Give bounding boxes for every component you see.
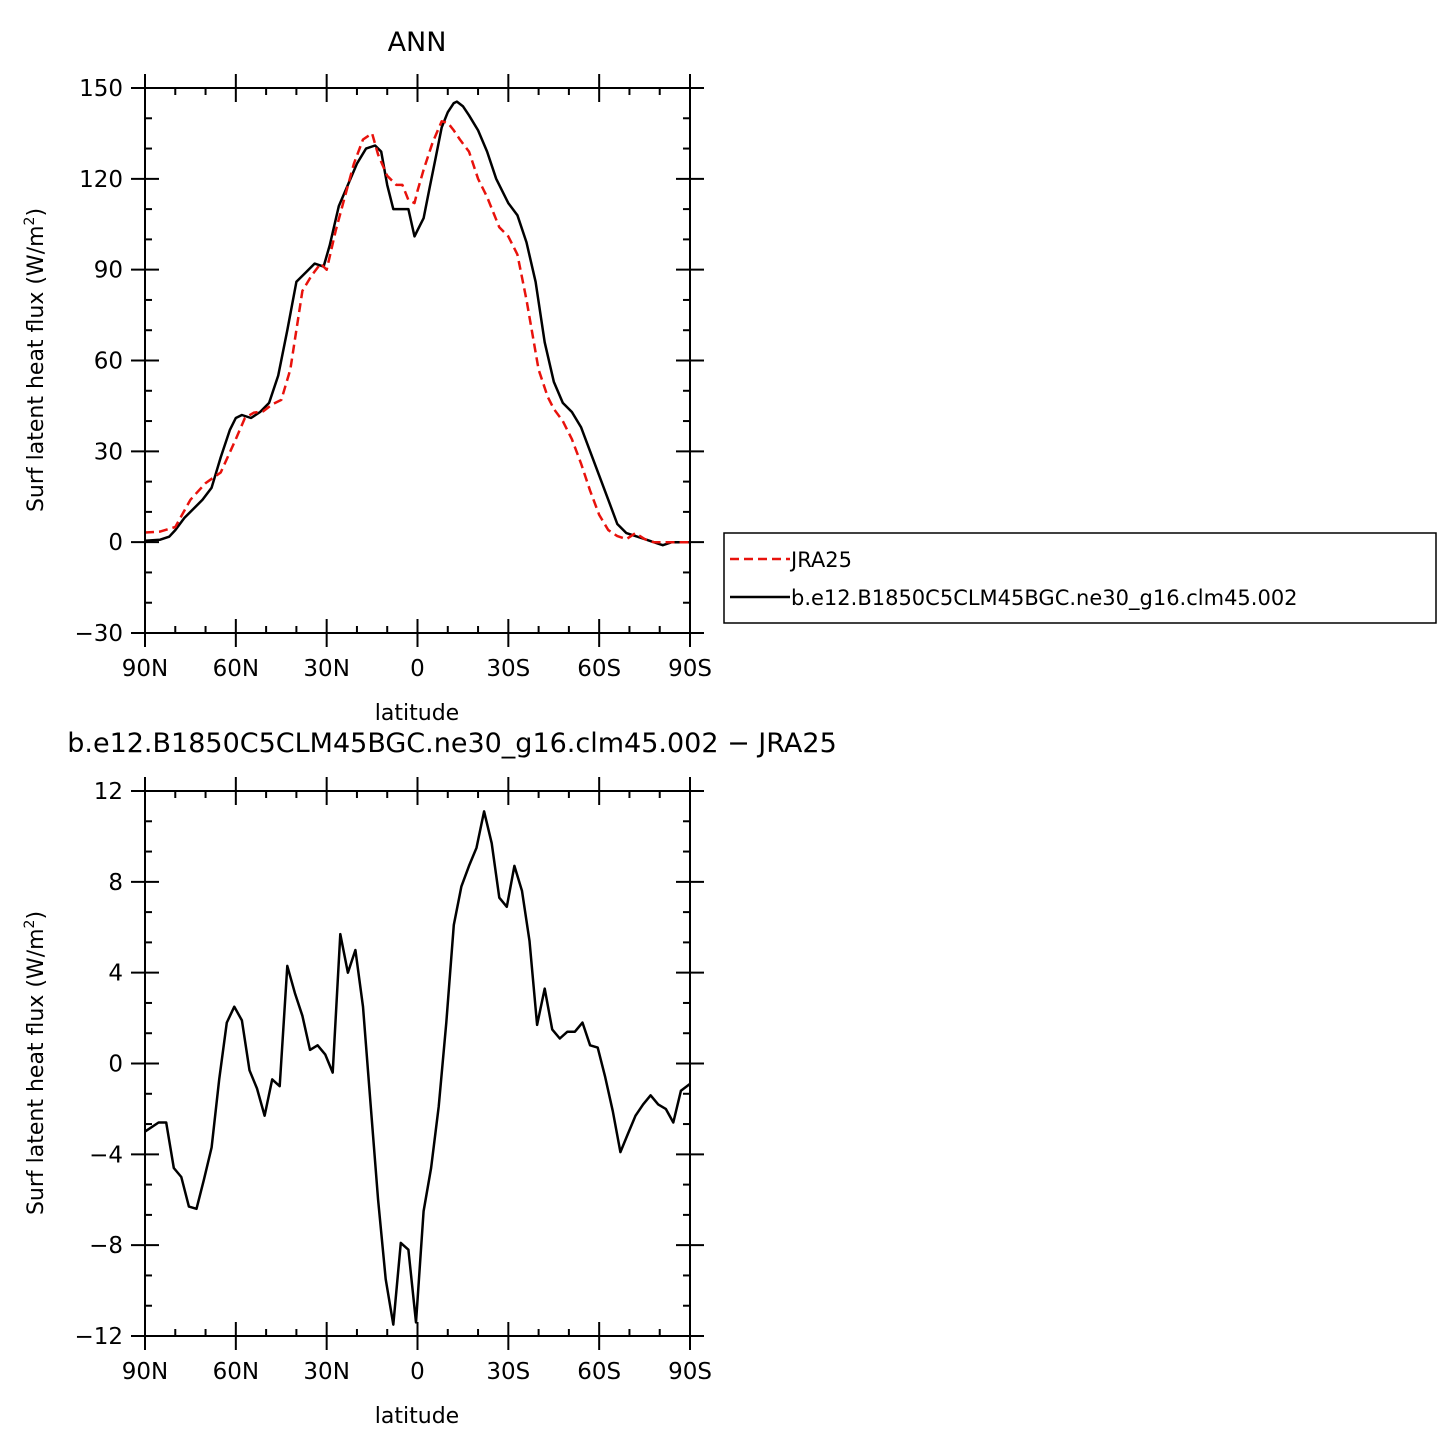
series-line-model <box>144 100 690 547</box>
y-tick-label: 4 <box>108 961 123 987</box>
y-axis-label: Surf latent heat flux (W/m2) <box>22 208 49 512</box>
chart-title: ANN <box>388 27 447 58</box>
x-tick-label: 60N <box>213 1359 259 1385</box>
x-tick-label: 90S <box>668 656 712 682</box>
y-axis-label: Surf latent heat flux (W/m2) <box>22 911 49 1215</box>
y-tick-label: 12 <box>94 779 123 805</box>
y-tick-label: 30 <box>94 439 123 465</box>
y-tick-label: 8 <box>108 870 123 896</box>
tick-labels: 90N 60N 30N 0 30S 60S 90S −12 −8 −4 0 4 8 12 <box>74 779 711 1385</box>
legend-entry-model: b.e12.B1850C5CLM45BGC.ne30_g16.clm45.002 <box>791 586 1298 611</box>
y-tick-label: 60 <box>94 349 123 375</box>
legend-box <box>723 532 1437 624</box>
x-tick-label: 0 <box>410 1359 425 1385</box>
x-tick-label: 60N <box>213 656 259 682</box>
x-tick-label: 60S <box>577 1359 621 1385</box>
y-tick-label: 150 <box>79 76 123 102</box>
series-lines <box>144 810 691 1326</box>
tick-labels: 90N 60N 30N 0 30S 60S 90S −30 0 30 60 90 120 150 <box>74 76 711 682</box>
x-tick-label: 90S <box>668 1359 712 1385</box>
x-tick-label: 60S <box>577 656 621 682</box>
series-lines <box>144 100 690 547</box>
y-tick-label: 90 <box>94 258 123 284</box>
x-tick-label: 30N <box>303 656 349 682</box>
y-tick-label: −4 <box>89 1142 123 1168</box>
y-tick-label: −30 <box>74 621 123 647</box>
plot-frame <box>144 790 691 1337</box>
plot-frame <box>144 87 691 634</box>
x-tick-label: 90N <box>122 656 168 682</box>
legend: JRA25 b.e12.B1850C5CLM45BGC.ne30_g16.clm… <box>723 532 1437 624</box>
series-line-jra25 <box>144 120 690 544</box>
legend-entry-jra25: JRA25 <box>789 548 852 572</box>
x-tick-label: 30S <box>486 656 530 682</box>
tick-marks <box>131 74 704 647</box>
x-axis-label: latitude <box>375 1404 459 1429</box>
chart-title: b.e12.B1850C5CLM45BGC.ne30_g16.clm45.002… <box>67 728 837 759</box>
chart-annual-latent-heat-flux: ANN 90N 60N 30N 0 30S 60S 90S−300306090120150 … <box>22 27 1437 726</box>
tick-marks <box>131 777 704 1350</box>
y-tick-label: 0 <box>108 530 123 556</box>
series-line-model <box>144 810 691 1326</box>
x-axis-label: latitude <box>375 701 459 726</box>
y-tick-label: −8 <box>89 1233 123 1259</box>
y-tick-label: −12 <box>74 1324 123 1350</box>
y-tick-label: 120 <box>79 167 123 193</box>
x-tick-label: 30N <box>303 1359 349 1385</box>
x-tick-label: 90N <box>122 1359 168 1385</box>
chart-difference-latent-heat-flux: b.e12.B1850C5CLM45BGC.ne30_g16.clm45.002… <box>22 728 837 1429</box>
x-tick-label: 0 <box>410 656 425 682</box>
y-tick-label: 0 <box>108 1052 123 1078</box>
x-tick-label: 30S <box>486 1359 530 1385</box>
